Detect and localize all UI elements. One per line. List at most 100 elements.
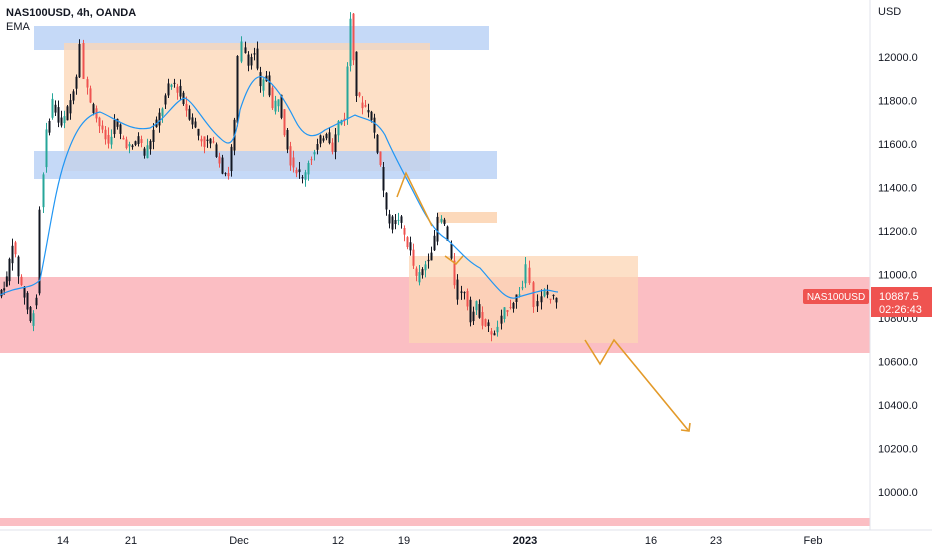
candle-body: [334, 134, 337, 153]
candle-body: [515, 294, 518, 302]
candle-body: [453, 260, 456, 286]
candle-body: [140, 139, 143, 143]
candle-body: [11, 245, 14, 264]
candle-body: [170, 84, 173, 87]
candle-body: [236, 55, 239, 123]
candle-body: [536, 301, 539, 307]
candle-body: [463, 292, 466, 294]
candle-body: [310, 159, 313, 161]
candle-body: [418, 272, 421, 283]
candle-body: [500, 315, 503, 324]
candle-body: [283, 109, 286, 136]
candle-body: [316, 144, 319, 150]
price-axis[interactable]: USD 12000.011800.011600.011400.011200.01…: [869, 0, 918, 530]
candle-body: [125, 139, 128, 149]
candle-body: [5, 276, 8, 287]
candle-body: [107, 134, 110, 144]
candle-body: [262, 79, 265, 91]
candle-body: [134, 141, 137, 145]
price-tag: NAS100USD 10887.5 02:26:43: [803, 287, 932, 317]
x-tick-label: 19: [398, 535, 410, 547]
projection-line-2: [444, 255, 464, 266]
candle-body: [277, 99, 280, 107]
y-ticks: 12000.0 11800.0 11600.0 11400.0 11200.0 11000…: [878, 52, 918, 499]
candle-body: [188, 108, 191, 120]
candle-body: [446, 226, 449, 241]
candle-body: [17, 256, 20, 277]
candle-body: [194, 121, 197, 128]
candle-body: [42, 174, 45, 208]
projection-arrowhead: [680, 422, 691, 432]
candle-body: [227, 173, 230, 177]
candle-body: [391, 216, 394, 230]
candle-body: [92, 104, 95, 113]
candle-body: [158, 112, 161, 126]
y-tick-label: 11200.0: [878, 226, 917, 238]
candle-body: [152, 129, 155, 142]
candle-body: [406, 237, 409, 248]
candle-body: [373, 117, 376, 133]
legend-indicator[interactable]: EMA: [6, 21, 30, 33]
candle-body: [524, 264, 527, 284]
candle-body: [26, 292, 29, 310]
candle-body: [549, 298, 552, 300]
candle-body: [122, 137, 125, 140]
candle-body: [358, 92, 361, 96]
time-axis[interactable]: 14 21 Dec 12 19 2023 16 23 Feb: [0, 529, 932, 547]
candle-body: [0, 289, 3, 297]
candle-body: [478, 304, 481, 318]
candle-body: [280, 94, 283, 118]
candle-body: [66, 106, 69, 121]
candle-body: [247, 54, 250, 66]
x-tick-label: 14: [57, 535, 69, 547]
small-zone-orange: [438, 212, 497, 223]
candle-body: [337, 121, 340, 136]
candle-body: [421, 269, 424, 276]
candle-body: [543, 289, 546, 297]
candle-body: [179, 85, 182, 97]
candle-body: [388, 214, 391, 224]
candle-body: [397, 219, 400, 221]
candle-body: [3, 288, 6, 291]
candle-body: [244, 47, 247, 54]
candle-body: [509, 307, 512, 309]
candle-body: [86, 79, 89, 88]
candle-body: [48, 120, 51, 133]
y-tick-label: 11600.0: [878, 139, 917, 151]
candle-body: [532, 282, 535, 307]
candle-body: [394, 220, 397, 225]
candle-body: [546, 291, 549, 295]
symbol-label-box: [803, 289, 869, 304]
y-tick-label: 11400.0: [878, 183, 917, 195]
candle-body: [63, 116, 66, 124]
candle-body: [364, 105, 367, 107]
candle-body: [487, 322, 490, 327]
candle-body: [292, 157, 295, 168]
candle-body: [289, 146, 292, 166]
legend-symbol[interactable]: NAS100USD, 4h, OANDA: [6, 7, 137, 19]
chart-legend: NAS100USD, 4h, OANDA EMA: [6, 6, 136, 34]
x-tick-label: 2023: [513, 535, 537, 547]
candle-body: [104, 129, 107, 140]
candle-body: [218, 156, 221, 164]
candle-body: [490, 331, 493, 335]
candle-body: [552, 294, 555, 297]
candle-body: [164, 95, 167, 105]
x-tick-label: Feb: [804, 535, 823, 547]
candle-body: [116, 118, 119, 127]
candle-body: [379, 151, 382, 165]
price-label-box: [871, 287, 932, 317]
candle-body: [35, 297, 38, 306]
candle-body: [475, 301, 478, 311]
candle-body: [304, 172, 307, 180]
candle-body: [113, 120, 116, 135]
candle-body: [146, 145, 149, 159]
x-tick-label: 12: [332, 535, 344, 547]
candle-body: [472, 311, 475, 322]
candle-body: [349, 18, 352, 66]
candle-body: [29, 307, 32, 322]
candle-body: [128, 144, 131, 147]
candle-body: [295, 169, 298, 174]
